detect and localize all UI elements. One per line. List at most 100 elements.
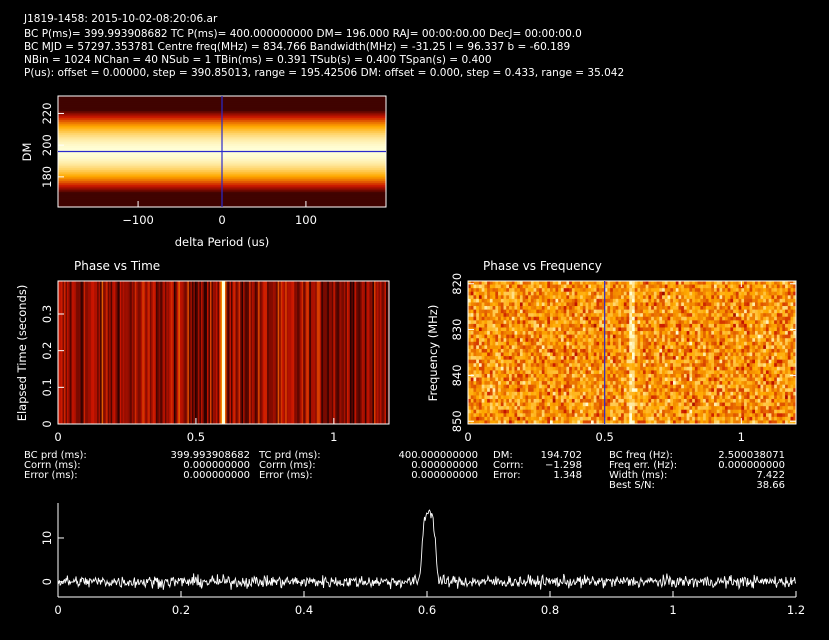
heat-cell bbox=[716, 327, 720, 332]
heat-cell bbox=[749, 352, 753, 357]
heat-cell bbox=[733, 284, 737, 289]
heat-cell bbox=[640, 373, 644, 379]
heat-cell bbox=[738, 281, 742, 286]
heat-cell bbox=[511, 313, 515, 318]
heat-cell bbox=[585, 398, 589, 404]
y-tick-label: 0.3 bbox=[40, 305, 54, 323]
heat-cell bbox=[629, 395, 633, 400]
heat-cell bbox=[776, 366, 781, 371]
heat-cell bbox=[517, 398, 521, 404]
heat-cell bbox=[525, 356, 529, 361]
heat-cell bbox=[566, 363, 570, 368]
heat-cell bbox=[484, 281, 488, 286]
heat-cell bbox=[746, 284, 751, 289]
heat-cell bbox=[478, 288, 483, 293]
heat-cell bbox=[670, 359, 674, 364]
heat-cell bbox=[700, 413, 704, 418]
heat-cell bbox=[604, 306, 608, 311]
heat-cell bbox=[588, 306, 592, 311]
heat-cell bbox=[585, 409, 589, 414]
heat-cell bbox=[522, 341, 526, 346]
heat-cell bbox=[629, 298, 633, 303]
heat-cell bbox=[662, 373, 666, 379]
heat-cell bbox=[599, 388, 603, 393]
heat-cell bbox=[634, 395, 638, 400]
heat-cell bbox=[670, 366, 674, 371]
heat-cell bbox=[525, 338, 529, 343]
heat-cell bbox=[733, 402, 737, 407]
heat-cell bbox=[618, 381, 622, 386]
heat-cell bbox=[618, 391, 622, 396]
heat-cell bbox=[637, 409, 641, 414]
heat-cell bbox=[686, 413, 690, 418]
heat-cell bbox=[492, 327, 496, 332]
heat-cell bbox=[694, 398, 699, 404]
heat-cell bbox=[735, 338, 740, 343]
heat-cell bbox=[495, 320, 499, 325]
heat-cell bbox=[716, 381, 720, 386]
heat-cell bbox=[511, 395, 515, 400]
heat-cell bbox=[716, 345, 720, 350]
heat-cell bbox=[749, 302, 753, 307]
heat-cell bbox=[714, 413, 718, 418]
heat-cell bbox=[774, 402, 778, 407]
heat-cell bbox=[719, 334, 723, 339]
heat-cell bbox=[656, 391, 660, 396]
heat-cell bbox=[555, 409, 559, 414]
heat-cell bbox=[500, 366, 505, 371]
heat-cell bbox=[558, 327, 562, 332]
heat-cell bbox=[719, 398, 723, 404]
heat-column bbox=[59, 281, 62, 424]
heat-cell bbox=[593, 331, 597, 336]
heat-cell bbox=[692, 409, 696, 414]
heat-cell bbox=[541, 395, 546, 400]
heat-cell bbox=[675, 306, 679, 311]
heat-cell bbox=[768, 298, 772, 303]
heat-cell bbox=[484, 363, 488, 368]
heat-cell bbox=[765, 416, 770, 421]
heat-cell bbox=[763, 306, 767, 311]
heat-cell bbox=[574, 384, 578, 389]
heat-cell bbox=[735, 395, 740, 400]
heat-cell bbox=[618, 359, 622, 364]
heat-cell bbox=[705, 391, 710, 396]
heat-cell bbox=[582, 384, 587, 389]
heat-cell bbox=[763, 370, 767, 375]
heat-cell bbox=[703, 359, 707, 364]
heat-cell bbox=[481, 413, 485, 418]
heat-cell bbox=[755, 295, 759, 300]
heat-cell bbox=[752, 295, 756, 300]
heat-cell bbox=[593, 281, 597, 286]
heat-cell bbox=[670, 320, 674, 325]
heat-cell bbox=[653, 377, 658, 382]
heat-cell bbox=[738, 334, 742, 339]
heat-cell bbox=[738, 302, 742, 307]
x-tick-label: −100 bbox=[122, 213, 154, 227]
heat-cell bbox=[659, 373, 663, 379]
heat-cell bbox=[503, 345, 507, 350]
heat-cell bbox=[498, 309, 502, 314]
heat-cell bbox=[746, 377, 751, 382]
heat-cell bbox=[607, 338, 611, 343]
heat-column bbox=[170, 281, 173, 424]
heat-cell bbox=[476, 384, 480, 389]
heat-cell bbox=[749, 320, 753, 325]
heat-cell bbox=[577, 409, 581, 414]
heat-cell bbox=[708, 398, 712, 404]
heat-cell bbox=[730, 345, 734, 350]
heat-cell bbox=[733, 413, 737, 418]
heat-cell bbox=[738, 395, 742, 400]
heat-cell bbox=[716, 309, 720, 314]
heat-cell bbox=[733, 395, 737, 400]
heat-cell bbox=[659, 395, 663, 400]
heat-cell bbox=[547, 341, 551, 346]
heat-cell bbox=[656, 413, 660, 418]
heat-cell bbox=[544, 341, 548, 346]
heat-cell bbox=[514, 352, 518, 357]
heat-cell bbox=[774, 338, 778, 343]
heat-cell bbox=[776, 398, 781, 404]
heat-cell bbox=[478, 363, 483, 368]
heat-cell bbox=[615, 348, 619, 353]
heat-cell bbox=[722, 395, 726, 400]
heat-cell bbox=[768, 306, 772, 311]
